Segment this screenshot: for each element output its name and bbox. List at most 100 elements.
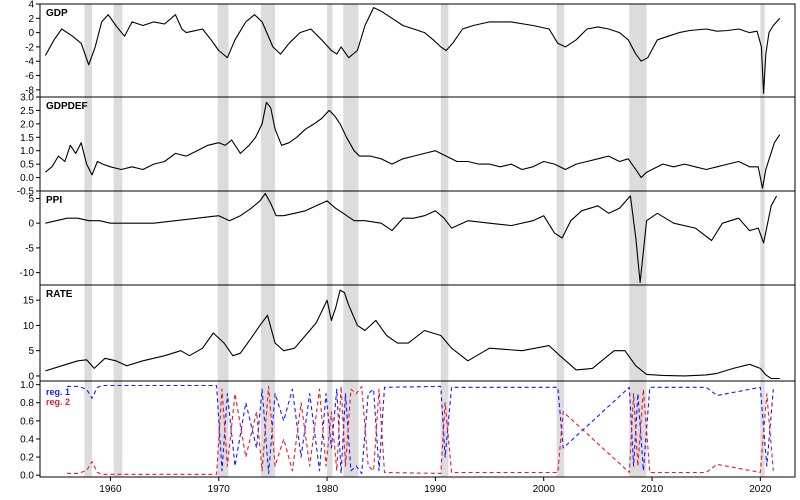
y-tick-label: -2 (25, 42, 34, 53)
panel-title: PPI (46, 195, 62, 206)
recession-band (113, 4, 123, 97)
y-tick-label: 10 (23, 321, 35, 332)
recession-band (260, 285, 276, 381)
panel-1: 4 2 0 -2 -4 -6 -8 GDP (25, 0, 796, 98)
panel-3: 5 0 -5 -10 PPI (20, 190, 796, 286)
recession-band (440, 4, 449, 97)
x-tick-label: 1980 (316, 484, 339, 495)
panel-title: GDPDEF (46, 101, 88, 112)
y-tick-label: 0.8 (20, 398, 34, 409)
recession-band (84, 381, 92, 477)
recession-band (760, 97, 765, 191)
recession-band (260, 191, 276, 285)
y-tick-label: 0.0 (20, 173, 34, 184)
recession-band (343, 191, 359, 285)
y-tick-label: -6 (25, 71, 34, 82)
recession-band (113, 285, 123, 381)
x-tick-label: 1970 (208, 484, 231, 495)
y-tick-label: 5 (28, 346, 34, 357)
panel-2: 3.0 2.5 2.0 1.5 1.0 0.5 0.0 -0.5 GDPDEF (17, 93, 796, 198)
recession-band (556, 4, 565, 97)
recession-band (113, 381, 123, 477)
recession-band (260, 4, 276, 97)
legend-entry: reg. 2 (46, 397, 70, 407)
recession-band (556, 97, 565, 191)
panel-frame (39, 380, 796, 478)
y-tick-label: -0.5 (17, 187, 35, 198)
y-tick-label: -10 (20, 268, 35, 279)
plot-root: 4 2 0 -2 -4 -6 -8 GDP 3.0 2.5 2.0 1.5 1.0 0.5 0.0 -0.5 G… (17, 0, 796, 495)
x-tick-label: 2010 (641, 484, 664, 495)
y-tick-label: 1.5 (20, 133, 34, 144)
recession-band (556, 285, 565, 381)
panel-4: 15 10 5 0 RATE (23, 284, 796, 382)
y-tick-label: 2.0 (20, 119, 34, 130)
x-tick-label: 1990 (424, 484, 447, 495)
recession-band (760, 381, 765, 477)
y-tick-label: 15 (23, 296, 35, 307)
recession-band (760, 191, 765, 285)
y-tick-label: 0.0 (20, 471, 34, 482)
recession-band (440, 381, 449, 477)
series-line-reg-1 (67, 384, 774, 474)
recession-band (217, 285, 229, 381)
y-tick-label: 0.2 (20, 453, 34, 464)
y-tick-label: -8 (25, 85, 34, 96)
recession-band (84, 191, 92, 285)
y-tick-label: 1.0 (20, 146, 34, 157)
recession-band (84, 97, 92, 191)
y-tick-label: -5 (25, 243, 34, 254)
x-tick-label: 2020 (749, 484, 772, 495)
y-tick-label: 0.4 (20, 434, 34, 445)
y-tick-label: 0.6 (20, 416, 34, 427)
series-line-rate (45, 289, 780, 380)
panel-frame (39, 96, 796, 192)
recession-band (217, 381, 229, 477)
series-line-gdpdef (45, 101, 781, 189)
y-tick-label: 0 (28, 219, 34, 230)
y-tick-label: 0 (28, 371, 34, 382)
recession-band (629, 285, 647, 381)
y-tick-label: 1.0 (20, 380, 34, 391)
recession-band (440, 191, 449, 285)
recession-band (629, 97, 647, 191)
recession-band (260, 381, 276, 477)
y-tick-label: 2.5 (20, 106, 34, 117)
recession-band (343, 381, 359, 477)
recession-band (760, 4, 765, 97)
recession-band (84, 4, 92, 97)
series-line-gdp (44, 7, 781, 94)
y-tick-label: 0.5 (20, 160, 34, 171)
y-tick-label: 3.0 (20, 93, 34, 104)
recession-band (556, 381, 565, 477)
panel-frame (39, 190, 796, 286)
recession-band (629, 4, 647, 97)
recession-band (327, 285, 333, 381)
y-tick-label: 0 (28, 28, 34, 39)
recession-band (343, 4, 359, 97)
panel-frame (39, 3, 796, 98)
recession-band (113, 191, 123, 285)
recession-band (84, 285, 92, 381)
recession-band (217, 191, 229, 285)
legend-entry: reg. 1 (46, 387, 70, 397)
recession-band (327, 97, 333, 191)
y-tick-label: 4 (28, 0, 34, 11)
recession-band (113, 97, 123, 191)
recession-band (343, 285, 359, 381)
y-tick-label: -4 (25, 57, 34, 68)
recession-band (217, 4, 229, 97)
recession-band (327, 191, 333, 285)
panel-title: RATE (46, 289, 73, 300)
recession-band (260, 97, 276, 191)
recession-band (760, 285, 765, 381)
x-tick-label: 1960 (99, 484, 122, 495)
panel-title: GDP (46, 8, 68, 19)
recession-band (556, 191, 565, 285)
x-tick-label: 2000 (533, 484, 556, 495)
y-tick-label: 2 (28, 14, 34, 25)
recession-band (440, 285, 449, 381)
series-line-reg-2 (67, 385, 774, 475)
